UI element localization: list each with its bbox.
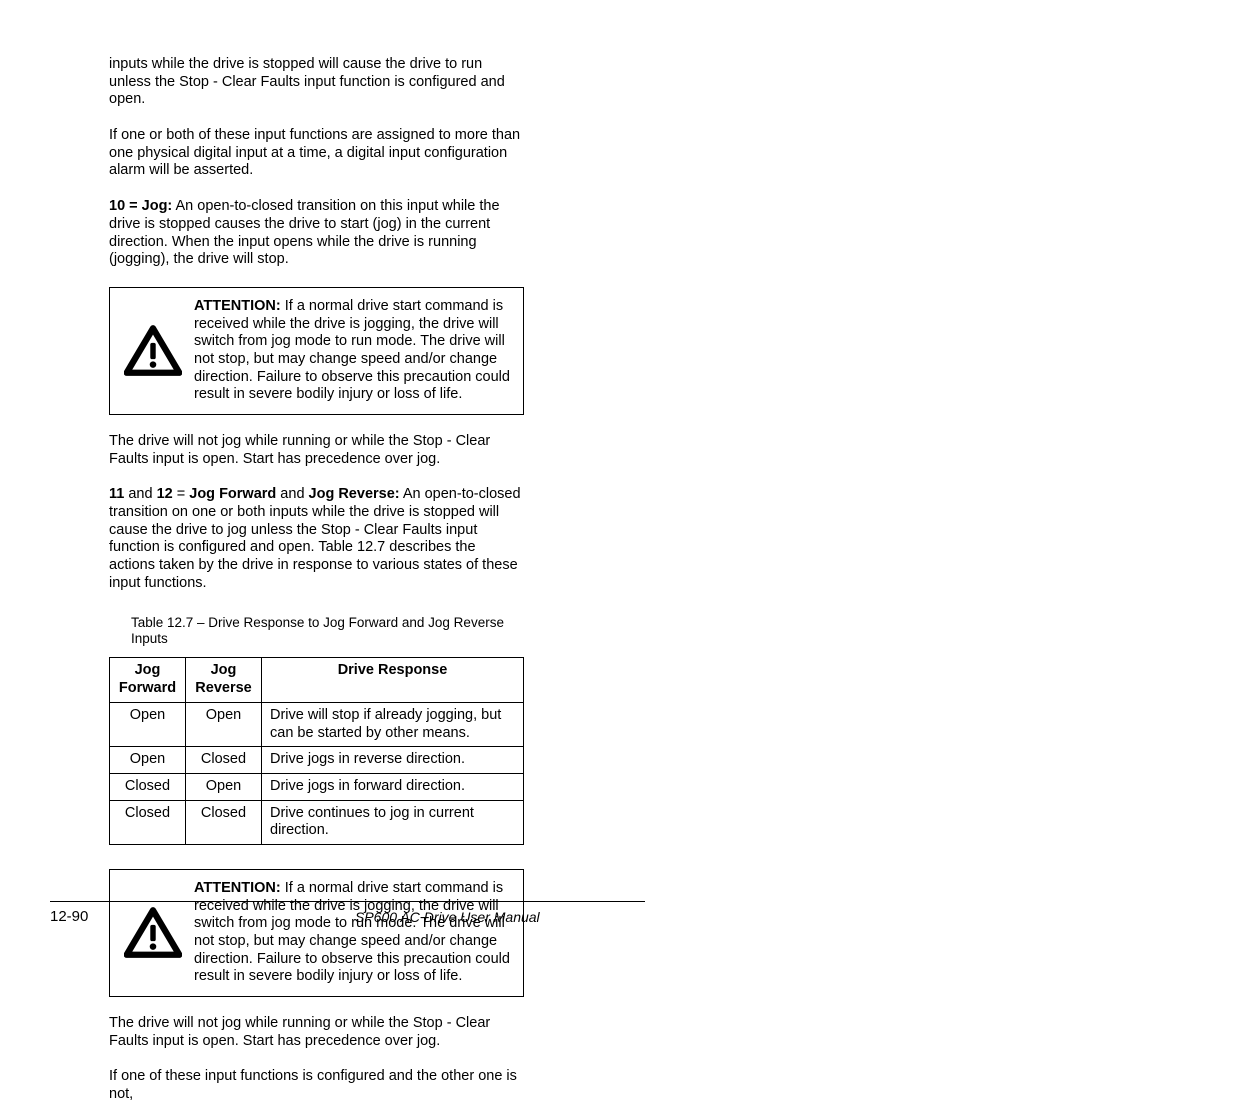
warning-icon — [122, 880, 184, 986]
paragraph: The drive will not jog while running or … — [109, 1015, 524, 1050]
cell: Drive continues to jog in current direct… — [262, 800, 524, 844]
th-jog-reverse: Jog Reverse — [186, 658, 262, 702]
footer-manual-title: SP600 AC Drive User Manual — [355, 909, 540, 926]
attention-text: ATTENTION: If a normal drive start comma… — [184, 298, 511, 404]
cell: Closed — [110, 773, 186, 800]
table-row: Open Closed Drive jogs in reverse direct… — [110, 747, 524, 774]
lead-bold: 10 = Jog: — [109, 198, 172, 214]
b: 11 — [109, 486, 124, 502]
paragraph: If one or both of these input functions … — [109, 127, 524, 180]
t: and — [124, 486, 156, 502]
jog-response-table: Jog Forward Jog Reverse Drive Response O… — [109, 657, 524, 845]
table-row: Closed Open Drive jogs in forward direct… — [110, 773, 524, 800]
warning-icon — [122, 298, 184, 404]
cell: Closed — [186, 800, 262, 844]
t: = — [173, 486, 190, 502]
paragraph-jogfr: 11 and 12 = Jog Forward and Jog Reverse:… — [109, 486, 524, 592]
attention-label: ATTENTION: — [194, 880, 281, 896]
cell: Drive jogs in forward direction. — [262, 773, 524, 800]
cell: Open — [110, 747, 186, 774]
cell: Drive jogs in reverse direction. — [262, 747, 524, 774]
paragraph: The drive will not jog while running or … — [109, 433, 524, 468]
attention-text: ATTENTION: If a normal drive start comma… — [184, 880, 511, 986]
cell: Closed — [110, 800, 186, 844]
b: 12 — [157, 486, 173, 502]
attention-box: ATTENTION: If a normal drive start comma… — [109, 287, 524, 415]
t: and — [276, 486, 308, 502]
table-row: Open Open Drive will stop if already jog… — [110, 702, 524, 746]
paragraph: inputs while the drive is stopped will c… — [109, 56, 524, 109]
document-page: inputs while the drive is stopped will c… — [0, 0, 1235, 954]
cell: Drive will stop if already jogging, but … — [262, 702, 524, 746]
footer-rule — [50, 901, 645, 902]
paragraph: If one of these input functions is confi… — [109, 1068, 524, 1103]
cell: Closed — [186, 747, 262, 774]
attention-box: ATTENTION: If a normal drive start comma… — [109, 869, 524, 997]
table-header-row: Jog Forward Jog Reverse Drive Response — [110, 658, 524, 702]
th-jog-forward: Jog Forward — [110, 658, 186, 702]
th-drive-response: Drive Response — [262, 658, 524, 702]
b: Jog Forward — [189, 486, 276, 502]
content-column: inputs while the drive is stopped will c… — [109, 56, 524, 1104]
attention-label: ATTENTION: — [194, 298, 281, 314]
cell: Open — [186, 773, 262, 800]
table-caption: Table 12.7 – Drive Response to Jog Forwa… — [131, 615, 524, 648]
footer-page-number: 12-90 — [50, 908, 88, 926]
table-row: Closed Closed Drive continues to jog in … — [110, 800, 524, 844]
paragraph-jog: 10 = Jog: An open-to-closed transition o… — [109, 198, 524, 269]
cell: Open — [110, 702, 186, 746]
cell: Open — [186, 702, 262, 746]
b: Jog Reverse: — [309, 486, 400, 502]
